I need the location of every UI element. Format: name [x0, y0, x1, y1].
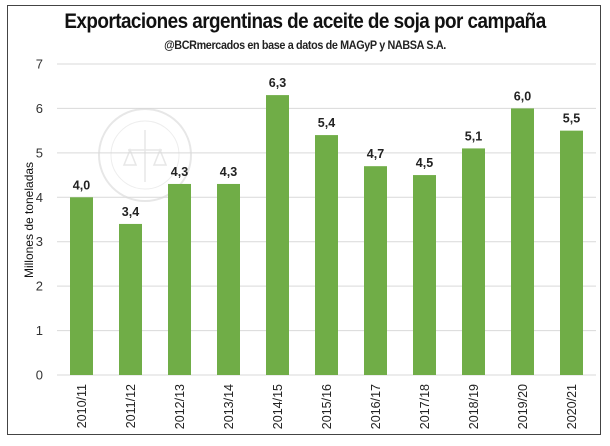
- data-label: 4,3: [171, 165, 188, 179]
- chart-title: Exportaciones argentinas de aceite de so…: [64, 10, 546, 33]
- x-tick-label: 2018/19: [467, 384, 481, 429]
- bar: [413, 175, 436, 375]
- data-label: 4,5: [416, 156, 433, 170]
- bar: [168, 183, 191, 375]
- x-tick-label: 2015/16: [320, 384, 334, 429]
- data-label: 5,1: [465, 129, 482, 143]
- bar: [315, 135, 338, 375]
- bar: [217, 183, 240, 375]
- data-label: 4,7: [367, 147, 384, 161]
- bar: [70, 197, 93, 375]
- y-tick-label: 5: [36, 145, 43, 160]
- y-axis-label: Millones de toneladas: [22, 162, 36, 278]
- x-tick-label: 2012/13: [173, 384, 187, 429]
- x-tick-label: 2010/11: [75, 384, 89, 428]
- y-tick-label: 4: [36, 190, 43, 205]
- bar: [560, 130, 583, 375]
- x-tick-label: 2019/20: [516, 384, 530, 429]
- y-tick-label: 3: [36, 234, 43, 249]
- y-tick-label: 7: [36, 57, 43, 72]
- x-tick-label: 2016/17: [369, 384, 383, 429]
- y-tick-label: 0: [36, 368, 43, 383]
- x-tick-label: 2013/14: [222, 384, 236, 429]
- data-label: 4,0: [73, 178, 90, 192]
- x-tick-label: 2020/21: [565, 384, 579, 429]
- bar: [119, 223, 142, 375]
- data-label: 6,3: [269, 76, 286, 90]
- bar: [266, 95, 289, 375]
- y-tick-label: 2: [36, 279, 43, 294]
- data-label: 6,0: [514, 89, 531, 103]
- data-label: 4,3: [220, 165, 237, 179]
- watermark-seal: [98, 108, 192, 202]
- data-label: 5,4: [318, 116, 335, 130]
- x-tick-label: 2017/18: [418, 384, 432, 429]
- bar: [462, 148, 485, 375]
- y-tick-label: 1: [36, 323, 43, 338]
- bar: [511, 108, 534, 375]
- chart-subtitle: @BCRmercados en base a datos de MAGyP y …: [164, 38, 446, 52]
- chart-frame: [7, 5, 601, 435]
- y-tick-label: 6: [36, 101, 43, 116]
- x-tick-label: 2011/12: [124, 384, 138, 428]
- data-label: 3,4: [122, 205, 139, 219]
- x-tick-label: 2014/15: [271, 384, 285, 429]
- bar: [364, 166, 387, 375]
- data-label: 5,5: [563, 112, 580, 126]
